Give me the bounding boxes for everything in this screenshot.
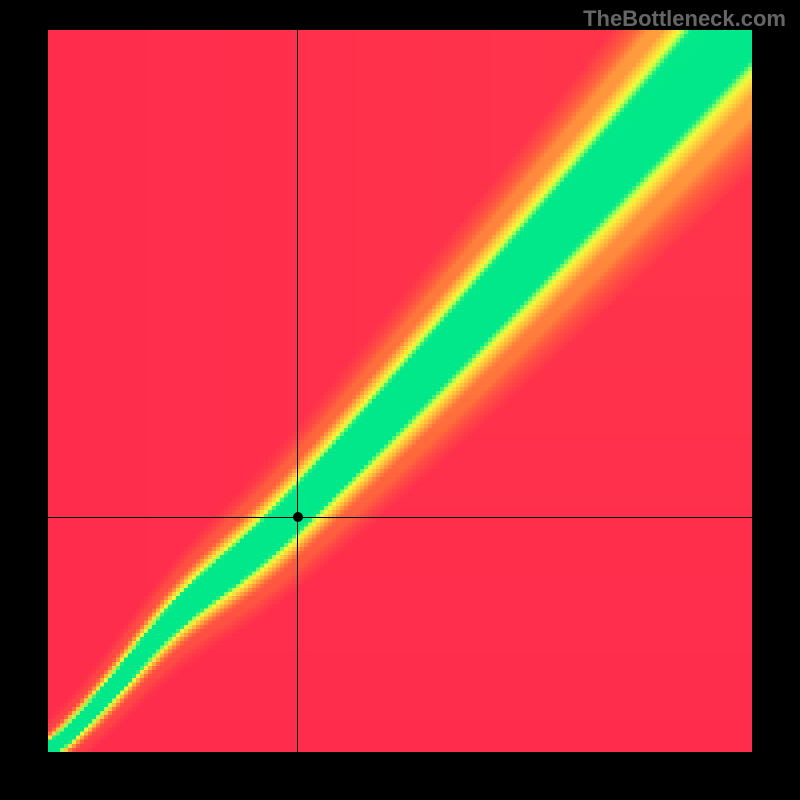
crosshair-vertical: [297, 30, 298, 752]
watermark-text: TheBottleneck.com: [583, 6, 786, 32]
heatmap-canvas: [48, 30, 752, 752]
crosshair-marker: [293, 512, 303, 522]
chart-frame: TheBottleneck.com: [0, 0, 800, 800]
crosshair-horizontal: [48, 517, 752, 518]
heatmap-plot: [48, 30, 752, 752]
